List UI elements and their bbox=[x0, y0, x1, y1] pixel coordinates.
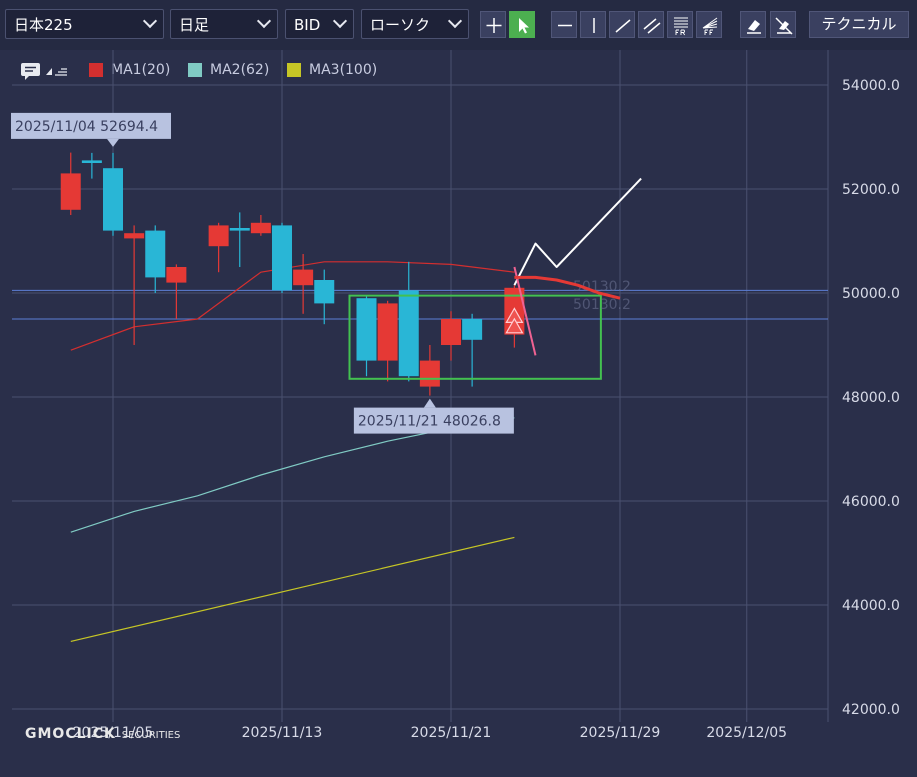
range-box-drawing bbox=[348, 294, 602, 380]
y-tick-label: 42000.0 bbox=[842, 702, 900, 718]
ghost-price-label: 50130.2 bbox=[573, 279, 631, 295]
candle-body bbox=[398, 290, 419, 377]
x-tick-label: 2025/12/05 bbox=[706, 725, 787, 741]
ma3-line bbox=[70, 536, 515, 642]
candle-body bbox=[103, 168, 123, 231]
trend-line-button[interactable] bbox=[609, 11, 635, 38]
ghost-price-label: 50130.2 bbox=[573, 297, 631, 313]
price-type-select-label: BID bbox=[294, 16, 321, 34]
chevron-down-icon bbox=[256, 13, 272, 29]
ma2-swatch bbox=[188, 63, 202, 77]
chart-style-select-label: ローソク bbox=[370, 16, 431, 34]
freehand-drawing bbox=[513, 177, 642, 286]
channel-line-button[interactable] bbox=[638, 11, 664, 38]
y-tick-label: 46000.0 bbox=[842, 494, 900, 510]
fibonacci-retracement-button[interactable] bbox=[667, 11, 693, 38]
y-tick-label: 48000.0 bbox=[842, 390, 900, 406]
symbol-select-label: 日本225 bbox=[14, 16, 73, 34]
candle-body bbox=[60, 173, 81, 210]
channel-line-icon bbox=[643, 18, 661, 34]
horizontal-line-button[interactable] bbox=[551, 11, 577, 38]
cursor-icon bbox=[519, 18, 529, 34]
y-tick-label: 50000.0 bbox=[842, 286, 900, 302]
comment-icon[interactable] bbox=[20, 62, 42, 80]
clear-drawings-icon bbox=[775, 17, 793, 35]
fibonacci-retracement-icon bbox=[674, 17, 688, 36]
candle-body bbox=[462, 319, 483, 340]
callout-box bbox=[11, 112, 171, 139]
x-tick-label: 2025/11/29 bbox=[580, 725, 661, 741]
candle-body bbox=[229, 228, 250, 231]
candle-body bbox=[377, 303, 398, 361]
y-tick-label: 54000.0 bbox=[842, 78, 900, 94]
collapse-legend-icon[interactable] bbox=[45, 63, 69, 79]
candle-body bbox=[124, 233, 145, 239]
candle-body bbox=[145, 230, 166, 278]
ma3-label: MA3(100) bbox=[309, 62, 378, 78]
callout-label: 2025/11/21 48026.8 bbox=[358, 414, 501, 430]
callout-label: 2025/11/04 52694.4 bbox=[15, 119, 158, 135]
chart-style-select[interactable]: ローソク bbox=[361, 9, 469, 39]
ma1-line bbox=[70, 261, 515, 351]
candle-body bbox=[293, 269, 314, 286]
y-tick-label: 44000.0 bbox=[842, 598, 900, 614]
ma2-line bbox=[70, 417, 515, 533]
crosshair-icon bbox=[486, 18, 502, 33]
x-tick-label: 2025/11/05 bbox=[73, 725, 154, 741]
candle-body bbox=[272, 225, 292, 291]
vertical-line-icon bbox=[593, 18, 595, 33]
candle-body bbox=[250, 222, 271, 234]
fibonacci-fan-button[interactable] bbox=[696, 11, 722, 38]
vertical-line-button[interactable] bbox=[580, 11, 606, 38]
candle-body bbox=[81, 160, 102, 163]
horizontal-line-icon bbox=[558, 24, 572, 27]
candle-body bbox=[314, 280, 335, 304]
watermark-suffix: SECURITIES bbox=[121, 730, 181, 741]
chevron-down-icon bbox=[332, 13, 348, 29]
symbol-select[interactable]: 日本225 bbox=[5, 9, 164, 39]
x-tick-label: 2025/11/21 bbox=[411, 725, 492, 741]
technical-button[interactable]: テクニカル bbox=[809, 11, 909, 38]
freehand-drawing bbox=[513, 266, 537, 356]
period-select-label: 日足 bbox=[179, 16, 210, 34]
eraser-button[interactable] bbox=[740, 11, 766, 38]
callout-box bbox=[353, 407, 514, 434]
candle-body bbox=[441, 319, 461, 345]
x-tick-label: 2025/11/13 bbox=[242, 725, 323, 741]
chevron-down-icon bbox=[447, 13, 463, 29]
watermark-brand: GMOCLICK bbox=[25, 726, 116, 742]
signal-marker-icon bbox=[505, 317, 524, 334]
toolbar: 日本225 日足 BID ローソク テクニカル bbox=[0, 0, 917, 50]
ma1-label: MA1(20) bbox=[111, 62, 171, 78]
cursor-button[interactable] bbox=[509, 11, 535, 38]
candle-body bbox=[419, 360, 440, 387]
crosshair-button[interactable] bbox=[480, 11, 506, 38]
trend-line-icon bbox=[615, 19, 631, 33]
price-type-select[interactable]: BID bbox=[285, 9, 354, 39]
period-select[interactable]: 日足 bbox=[170, 9, 278, 39]
broker-watermark: GMOCLICK SECURITIES bbox=[25, 726, 180, 742]
price-chart[interactable]: 2025/11/05 2025/11/13 2025/11/21 2025/11/29… bbox=[0, 50, 917, 777]
ma2-label: MA2(62) bbox=[210, 62, 270, 78]
ma3-swatch bbox=[287, 63, 301, 77]
callout-pointer bbox=[107, 138, 119, 147]
candle-body bbox=[166, 267, 187, 283]
freehand-drawing bbox=[514, 275, 621, 300]
chevron-down-icon bbox=[142, 13, 158, 29]
ma1-swatch bbox=[89, 63, 103, 77]
callout-pointer bbox=[423, 398, 436, 408]
eraser-icon bbox=[747, 20, 761, 34]
fibonacci-fan-icon bbox=[702, 17, 718, 35]
candle-body bbox=[208, 225, 229, 247]
y-tick-label: 52000.0 bbox=[842, 182, 900, 198]
candle-body bbox=[356, 298, 377, 361]
clear-drawings-button[interactable] bbox=[770, 11, 796, 38]
